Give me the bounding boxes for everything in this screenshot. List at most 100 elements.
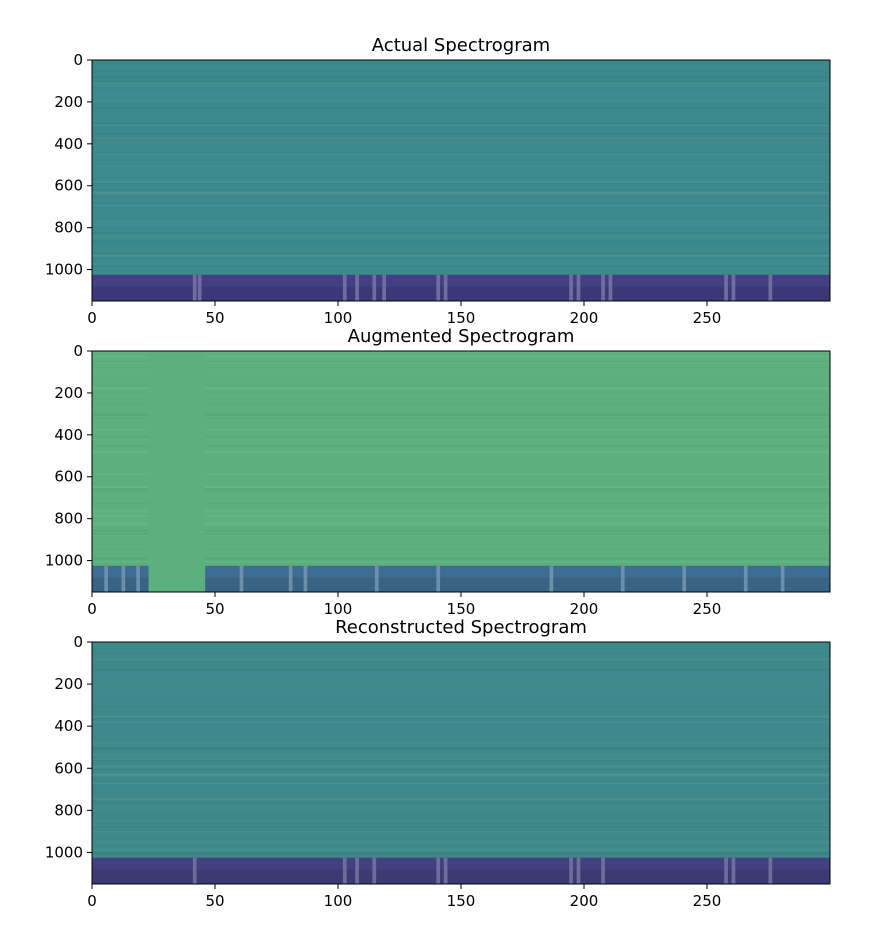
frequency-streak [92,529,830,532]
frequency-streak [92,401,830,403]
frequency-streak [92,152,830,154]
bright-time-column [731,857,736,884]
frequency-streak [92,156,830,158]
frequency-streak [92,813,830,816]
bright-time-column [682,565,687,592]
frequency-streak [92,242,830,244]
frequency-streak [92,810,830,812]
bright-time-column [355,274,359,301]
frequency-streak [92,826,830,828]
frequency-streak [92,122,830,125]
bright-time-column [342,274,347,301]
frequency-streak [92,268,830,270]
frequency-streak [92,204,830,207]
frequency-streak [92,183,830,184]
frequency-streak [92,111,830,113]
frequency-streak [92,501,830,504]
bright-time-column [436,565,441,592]
bright-time-column [576,274,581,301]
bright-time-column [620,565,625,592]
bright-time-column [731,274,736,301]
frequency-streak [92,836,830,838]
frequency-streak [92,190,830,192]
frequency-streak [92,823,830,824]
frequency-streak [92,240,830,243]
y-tick-label: 400 [54,135,83,153]
frequency-streak [92,452,830,455]
bright-time-column [608,274,613,301]
frequency-streak [92,230,830,232]
frequency-streak [92,232,830,234]
frequency-streak [92,244,830,247]
bright-time-column [288,565,293,592]
spectrogram-panel: Reconstructed Spectrogram 0 50 100 150 200 250… [45,617,831,910]
frequency-streak [92,438,830,440]
frequency-streak [92,157,830,159]
frequency-streak [92,367,830,368]
frequency-streak [92,263,830,266]
x-tick-label: 250 [693,892,722,910]
bright-time-column [303,565,308,592]
spectrogram-panel: Augmented Spectrogram 0 50 100 150 200 250 0 200… [45,326,831,618]
x-tick-label: 100 [324,600,353,618]
frequency-streak [92,451,830,453]
bright-time-column [121,565,126,592]
frequency-streak [92,671,830,673]
x-tick-label: 150 [447,309,476,327]
frequency-streak [92,398,830,400]
frequency-streak [92,81,830,82]
frequency-streak [92,533,830,536]
frequency-streak [92,545,830,547]
frequency-streak [92,754,830,757]
frequency-streak [92,514,830,517]
frequency-streak [92,62,830,64]
frequency-streak [92,445,830,447]
x-tick-label: 50 [205,309,224,327]
x-tick-label: 150 [447,892,476,910]
frequency-streak [92,141,830,144]
x-tick-label: 200 [570,309,599,327]
frequency-streak [92,841,830,844]
frequency-streak [92,689,830,691]
frequency-streak [92,181,830,183]
frequency-streak [92,255,830,257]
bright-time-column [342,857,347,884]
x-tick-label: 0 [87,892,97,910]
frequency-streak [92,851,830,854]
frequency-streak [92,269,830,272]
bright-time-column [355,857,359,884]
frequency-streak [92,652,830,654]
frequency-streak [92,720,830,723]
bright-time-column [372,274,377,301]
y-tick-label: 1000 [45,552,83,570]
frequency-streak [92,439,830,441]
frequency-streak [92,818,830,821]
frequency-streak [92,257,830,259]
frequency-streak [92,428,830,431]
bright-time-column [136,565,140,592]
frequency-streak [92,798,830,800]
time-mask [148,351,206,592]
y-tick-label: 0 [73,51,83,69]
frequency-streak [92,76,830,79]
frequency-streak [92,251,830,254]
bright-time-column [569,857,573,884]
chart-title: Augmented Spectrogram [348,326,575,347]
frequency-streak [92,749,830,751]
bright-time-column [382,274,386,301]
frequency-streak [92,509,830,512]
bright-time-column [104,565,108,592]
frequency-streak [92,706,830,708]
y-tick-label: 0 [73,633,83,651]
frequency-streak [92,790,830,793]
bright-time-column [601,857,605,884]
frequency-streak [92,416,830,418]
frequency-streak [92,746,830,748]
y-tick-label: 0 [73,342,83,360]
frequency-streak [92,458,830,460]
y-tick-label: 200 [54,675,83,693]
frequency-streak [92,107,830,109]
bright-time-column [768,274,773,301]
frequency-streak [92,843,830,845]
frequency-streak [92,416,830,419]
